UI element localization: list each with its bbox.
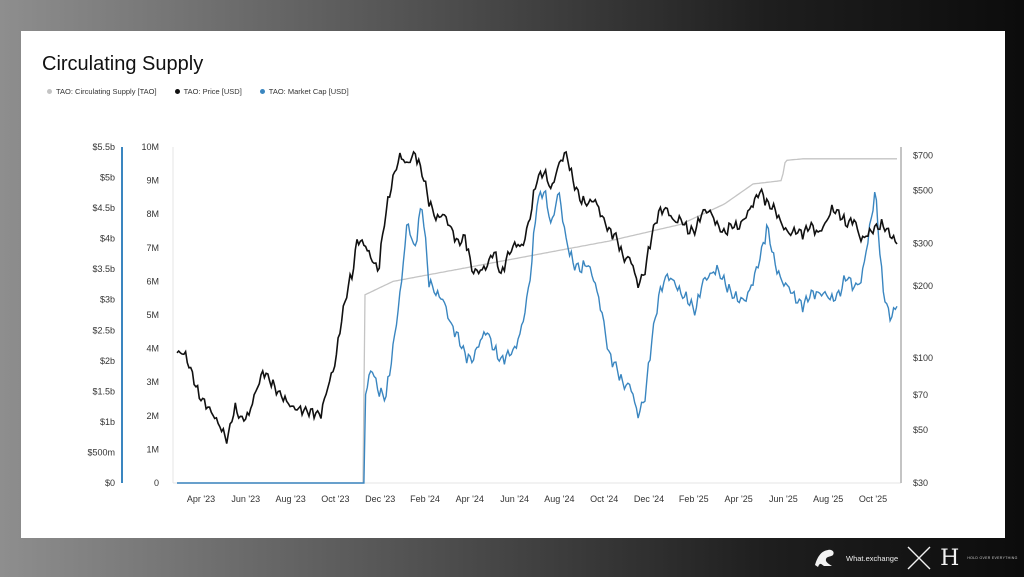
- legend-dot-marketcap: [259, 89, 265, 94]
- supply-tick-label: 6M: [146, 276, 159, 286]
- supply-tick-label: 10M: [141, 142, 159, 152]
- marketcap-tick-label: $4.5b: [92, 203, 115, 213]
- chart-card: Circulating Supply TAO: Circulating Supp…: [21, 31, 1005, 538]
- series-line-marketcap: [177, 189, 898, 484]
- x-tick-label: Jun '23: [231, 494, 260, 504]
- x-tick-label: Apr '24: [456, 494, 484, 504]
- legend: TAO: Circulating Supply [TAO] TAO: Price…: [47, 87, 349, 96]
- x-tick-label: Jun '25: [769, 494, 798, 504]
- supply-tick-label: 8M: [146, 209, 159, 219]
- x-tick-label: Oct '24: [590, 494, 618, 504]
- marketcap-tick-label: $5b: [100, 173, 115, 183]
- x-tick-label: Apr '25: [724, 494, 752, 504]
- supply-tick-label: 4M: [146, 344, 159, 354]
- footer-monogram: H: [940, 545, 960, 571]
- x-tick-label: Aug '25: [813, 494, 843, 504]
- x-tick-label: Feb '24: [410, 494, 440, 504]
- marketcap-tick-label: $2b: [100, 356, 115, 366]
- legend-label-price: TAO: Price [USD]: [183, 87, 242, 96]
- price-tick-label: $700: [913, 151, 933, 161]
- price-tick-label: $30: [913, 478, 928, 488]
- marketcap-tick-label: $1.5b: [92, 386, 115, 396]
- x-tick-label: Dec '24: [634, 494, 664, 504]
- supply-tick-label: 2M: [146, 411, 159, 421]
- supply-tick-label: 3M: [146, 377, 159, 387]
- footer-site-name: What.exchange: [846, 553, 899, 563]
- legend-item-supply[interactable]: TAO: Circulating Supply [TAO]: [47, 87, 157, 96]
- legend-label-supply: TAO: Circulating Supply [TAO]: [56, 87, 157, 96]
- series-line-price: [176, 150, 898, 444]
- dragon-logo-icon: [815, 549, 834, 567]
- marketcap-tick-label: $0: [105, 478, 115, 488]
- marketcap-tick-label: $1b: [100, 417, 115, 427]
- x-tick-label: Oct '23: [321, 494, 349, 504]
- x-tick-label: Aug '24: [544, 494, 574, 504]
- price-tick-label: $50: [913, 425, 928, 435]
- marketcap-tick-label: $4b: [100, 234, 115, 244]
- price-tick-label: $500: [913, 186, 933, 196]
- legend-label-marketcap: TAO: Market Cap [USD]: [268, 87, 349, 96]
- supply-tick-label: 9M: [146, 176, 159, 186]
- legend-item-marketcap[interactable]: TAO: Market Cap [USD]: [259, 87, 349, 96]
- x-tick-label: Feb '25: [679, 494, 709, 504]
- x-tick-label: Apr '23: [187, 494, 215, 504]
- supply-tick-label: 0: [154, 478, 159, 488]
- marketcap-tick-label: $3.5b: [92, 264, 115, 274]
- marketcap-tick-label: $2.5b: [92, 325, 115, 335]
- legend-item-price[interactable]: TAO: Price [USD]: [174, 87, 242, 96]
- supply-tick-label: 5M: [146, 310, 159, 320]
- marketcap-tick-label: $5.5b: [92, 142, 115, 152]
- x-tick-label: Aug '23: [275, 494, 305, 504]
- price-tick-label: $100: [913, 353, 933, 363]
- supply-tick-label: 1M: [146, 444, 159, 454]
- price-tick-label: $70: [913, 390, 928, 400]
- legend-dot-price: [174, 89, 180, 94]
- cross-icon: [907, 546, 931, 570]
- legend-dot-supply: [47, 89, 52, 94]
- marketcap-tick-label: $500m: [87, 447, 115, 457]
- chart-title: Circulating Supply: [42, 53, 204, 75]
- x-tick-label: Dec '23: [365, 494, 395, 504]
- price-tick-label: $300: [913, 239, 933, 249]
- marketcap-tick-label: $3b: [100, 295, 115, 305]
- price-tick-label: $200: [913, 281, 933, 291]
- x-tick-label: Jun '24: [500, 494, 529, 504]
- footer-tagline: HOLD OVER EVERYTHING: [967, 556, 1018, 560]
- x-tick-label: Oct '25: [859, 494, 887, 504]
- chart-plot: $0 $500m $1b $1.5b $2b $2.5b $3b $3.5b $4b $4.5b $…: [87, 142, 933, 504]
- supply-tick-label: 7M: [146, 243, 159, 253]
- footer-branding: What.exchange H HOLD OVER EVERYTHING: [812, 543, 1018, 573]
